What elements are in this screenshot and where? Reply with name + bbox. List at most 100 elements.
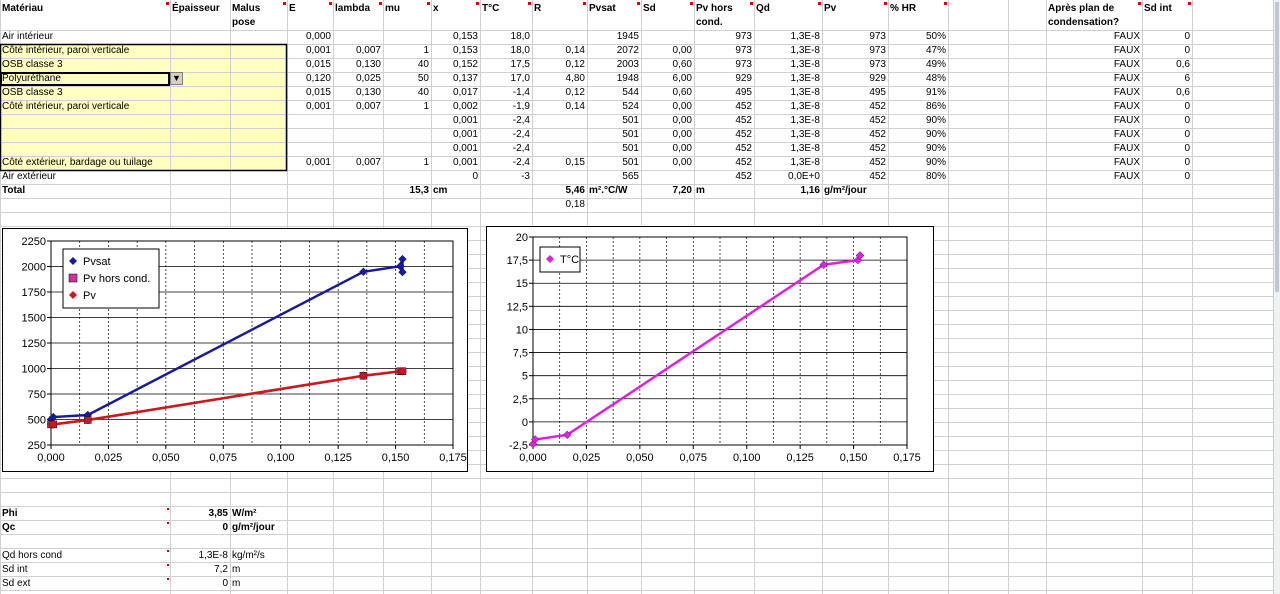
data-cell[interactable]: 0,130: [355, 59, 381, 70]
data-cell[interactable]: 48%: [925, 73, 946, 84]
data-cell[interactable]: 0,60: [672, 59, 692, 70]
data-cell[interactable]: FAUX: [1113, 157, 1140, 168]
data-cell[interactable]: 0,002: [452, 101, 478, 112]
data-cell[interactable]: 2072: [616, 45, 639, 56]
data-cell[interactable]: 1,3E-8: [790, 73, 820, 84]
data-cell[interactable]: 0: [1184, 31, 1190, 42]
total-resistance-unit[interactable]: m².°C/W: [589, 185, 628, 196]
data-cell[interactable]: 452: [869, 157, 886, 168]
total-sd[interactable]: 7,20: [672, 185, 692, 196]
data-cell[interactable]: 495: [869, 87, 886, 98]
data-cell[interactable]: 0,0E+0: [788, 171, 820, 182]
summary-value[interactable]: 0: [222, 578, 228, 589]
data-cell[interactable]: 0,001: [305, 45, 331, 56]
data-cell[interactable]: FAUX: [1113, 87, 1140, 98]
data-cell[interactable]: 1: [423, 101, 429, 112]
data-cell[interactable]: 0,007: [355, 45, 381, 56]
data-cell[interactable]: Côté extérieur, bardage ou tuilage: [2, 157, 153, 168]
data-cell[interactable]: -2,4: [512, 157, 530, 168]
column-header[interactable]: % HR: [890, 3, 917, 14]
data-cell[interactable]: 0: [472, 171, 478, 182]
data-cell[interactable]: -2,4: [512, 115, 530, 126]
data-cell[interactable]: 0,153: [452, 45, 478, 56]
total-thickness[interactable]: 15,3: [409, 185, 429, 196]
dropdown-arrow-icon[interactable]: ▼: [170, 72, 183, 85]
column-header[interactable]: Après plan de: [1048, 3, 1115, 14]
data-cell[interactable]: 1,3E-8: [790, 31, 820, 42]
data-cell[interactable]: 1,3E-8: [790, 45, 820, 56]
data-cell[interactable]: 973: [735, 31, 752, 42]
data-cell[interactable]: 0,6: [1176, 87, 1190, 98]
data-cell[interactable]: 1,3E-8: [790, 59, 820, 70]
scrollbar-thumb[interactable]: [1275, 2, 1279, 292]
column-header[interactable]: Qd: [756, 3, 770, 14]
data-cell[interactable]: 0,137: [452, 73, 478, 84]
data-cell[interactable]: 40: [417, 87, 429, 98]
data-cell[interactable]: 0: [1184, 171, 1190, 182]
column-header[interactable]: Pv: [824, 3, 837, 14]
data-cell[interactable]: 0,12: [565, 87, 585, 98]
data-cell[interactable]: 90%: [925, 129, 946, 140]
summary-label[interactable]: Qc: [2, 522, 16, 533]
data-cell[interactable]: 1,3E-8: [790, 87, 820, 98]
data-cell[interactable]: 524: [622, 101, 639, 112]
total-label[interactable]: Total: [2, 185, 26, 196]
data-cell[interactable]: 0,001: [452, 143, 478, 154]
data-cell[interactable]: 80%: [925, 171, 946, 182]
data-cell[interactable]: 973: [869, 31, 886, 42]
data-cell[interactable]: 452: [735, 129, 752, 140]
data-cell[interactable]: 0,130: [355, 87, 381, 98]
total-sd-unit[interactable]: m: [696, 185, 705, 196]
data-cell[interactable]: 0,120: [305, 73, 331, 84]
summary-value[interactable]: 3,85: [208, 508, 228, 519]
summary-label[interactable]: Qd hors cond: [2, 550, 63, 561]
column-header[interactable]: E: [289, 3, 296, 14]
data-cell[interactable]: 0,001: [305, 157, 331, 168]
data-cell[interactable]: 565: [622, 171, 639, 182]
data-cell[interactable]: 0,001: [452, 129, 478, 140]
column-header[interactable]: x: [433, 3, 439, 14]
vertical-scrollbar[interactable]: [1273, 0, 1280, 594]
data-cell[interactable]: Côté intérieur, paroi verticale: [2, 45, 130, 56]
data-cell[interactable]: 495: [735, 87, 752, 98]
data-cell[interactable]: 0: [1184, 129, 1190, 140]
temperature-chart[interactable]: -2,5 0 2,5 5 7,5 10 12,5 15 17,5 20 0,000 0,025 0,05…: [486, 226, 934, 472]
data-cell[interactable]: 1,3E-8: [790, 115, 820, 126]
pressure-chart[interactable]: 250 500 750 1000 1250 1500 1750 2000 2250 0,000 0,…: [2, 228, 468, 472]
column-header[interactable]: Sd: [643, 3, 656, 14]
data-cell[interactable]: 929: [735, 73, 752, 84]
total-qd[interactable]: 1,16: [800, 185, 820, 196]
data-cell[interactable]: 0,15: [565, 157, 585, 168]
summary-label[interactable]: Phi: [2, 508, 18, 519]
data-cell[interactable]: 452: [735, 115, 752, 126]
data-cell[interactable]: 973: [735, 45, 752, 56]
data-cell[interactable]: 50%: [925, 31, 946, 42]
data-cell[interactable]: 1: [423, 157, 429, 168]
data-cell[interactable]: 0,00: [672, 157, 692, 168]
data-cell[interactable]: 452: [869, 143, 886, 154]
column-header-line2[interactable]: pose: [232, 17, 256, 28]
column-header[interactable]: Sd int: [1144, 3, 1172, 14]
data-cell[interactable]: 47%: [925, 45, 946, 56]
data-cell[interactable]: FAUX: [1113, 171, 1140, 182]
data-cell[interactable]: 0: [1184, 101, 1190, 112]
data-cell[interactable]: FAUX: [1113, 143, 1140, 154]
data-cell[interactable]: 0,025: [355, 73, 381, 84]
summary-label[interactable]: Sd int: [2, 564, 28, 575]
data-cell[interactable]: 973: [869, 59, 886, 70]
data-cell[interactable]: 452: [735, 171, 752, 182]
data-cell[interactable]: 4,80: [565, 73, 585, 84]
data-cell[interactable]: 1: [423, 45, 429, 56]
column-header[interactable]: lambda: [335, 3, 371, 14]
resistance-extra[interactable]: 0,18: [565, 199, 585, 210]
data-cell[interactable]: 91%: [925, 87, 946, 98]
data-cell[interactable]: 452: [735, 157, 752, 168]
data-cell[interactable]: 452: [869, 129, 886, 140]
column-header[interactable]: Pv hors: [696, 3, 733, 14]
column-header-line2[interactable]: cond.: [696, 17, 723, 28]
data-cell[interactable]: 1945: [616, 31, 639, 42]
column-header[interactable]: R: [534, 3, 542, 14]
data-cell[interactable]: 973: [735, 59, 752, 70]
summary-unit[interactable]: kg/m²/s: [232, 550, 265, 561]
total-thickness-unit[interactable]: cm: [433, 185, 448, 196]
